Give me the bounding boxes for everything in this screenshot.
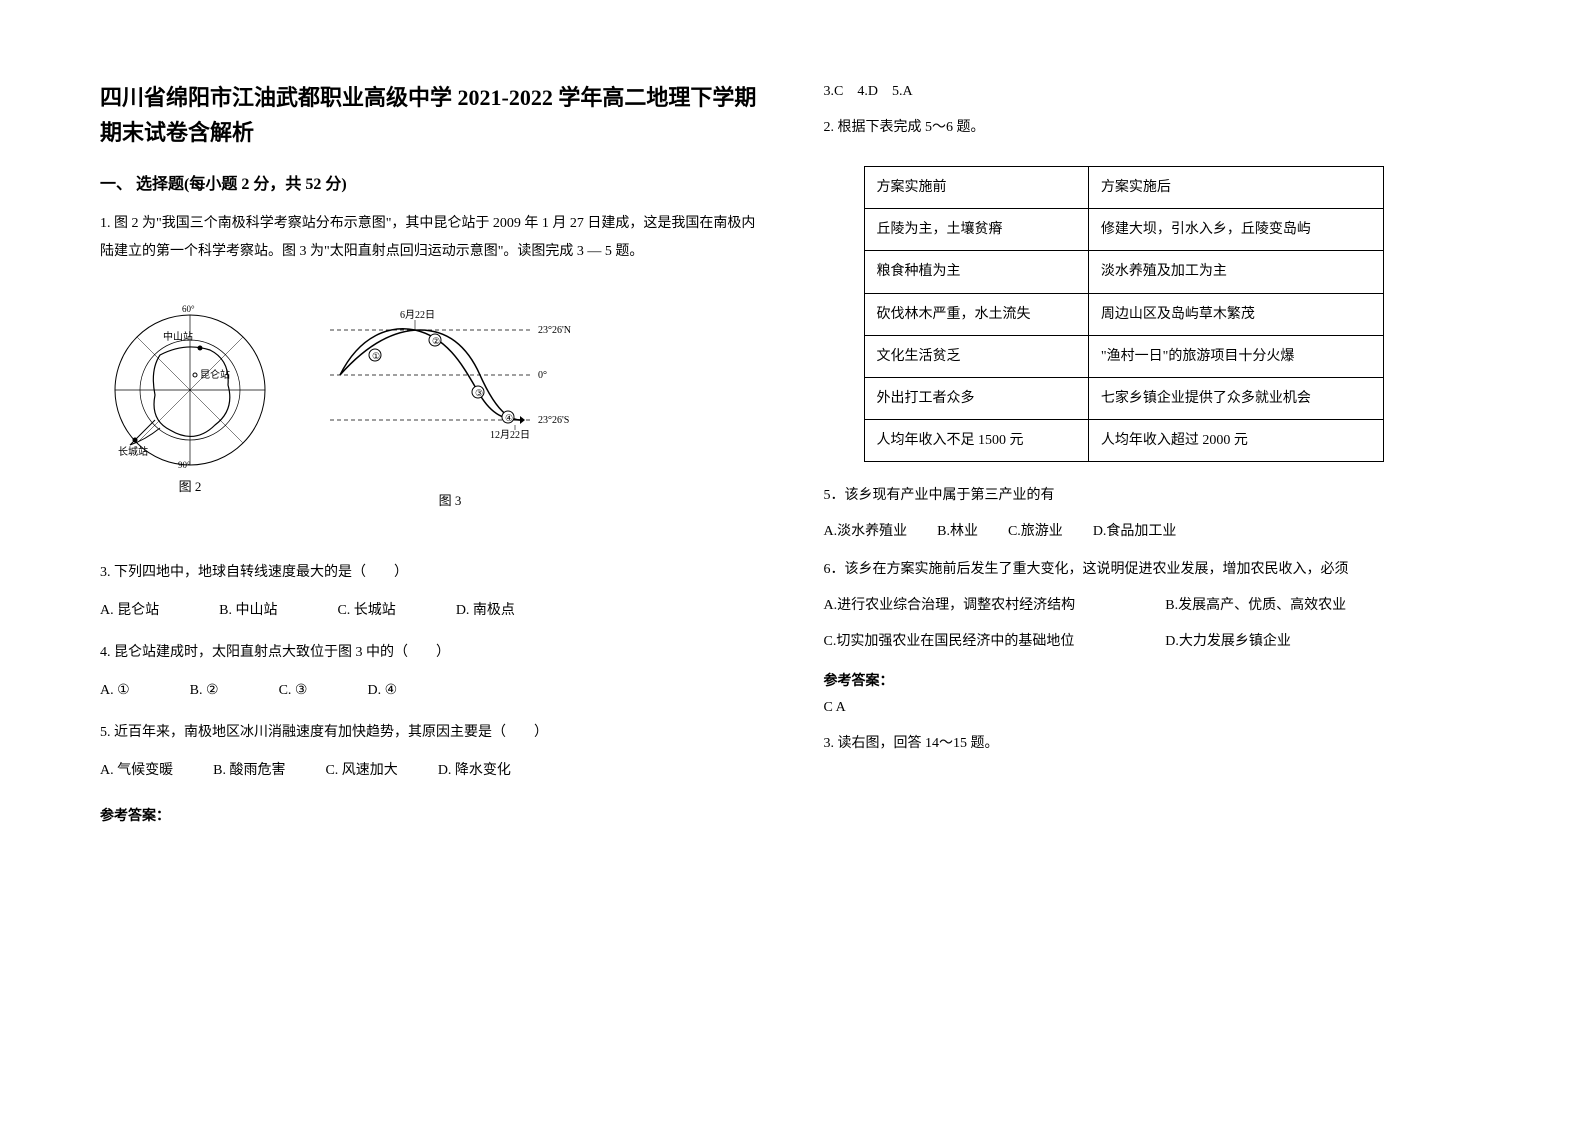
label-2326s: 23°26'S <box>538 415 569 426</box>
cell-before: 外出打工者众多 <box>864 377 1088 419</box>
q4-options: A. ① B. ② C. ③ D. ④ <box>100 677 764 705</box>
cell-before: 砍伐林木严重，水土流失 <box>864 293 1088 335</box>
label-p1: ① <box>372 351 380 361</box>
solar-declination-svg: 6月22日 12月22日 23°26'N 0° 23°26'S ① ② ③ ④ <box>320 300 580 450</box>
q3-text: 3. 下列四地中，地球自转线速度最大的是（ ） <box>100 559 764 587</box>
answer-header-right: 参考答案： <box>824 670 1488 690</box>
section-header: 一、 选择题(每小题 2 分，共 52 分) <box>100 170 764 194</box>
table-row: 人均年收入不足 1500 元 人均年收入超过 2000 元 <box>864 420 1383 462</box>
label-60: 60° <box>182 304 195 314</box>
label-90: 90° <box>178 460 191 470</box>
q6-opt-d: D.大力发展乡镇企业 <box>1165 630 1487 650</box>
q5b-opt-c: C.旅游业 <box>1008 520 1063 540</box>
q5-opt-d: D. 降水变化 <box>438 757 511 785</box>
label-dec22: 12月22日 <box>490 429 530 441</box>
q1-intro: 1. 图 2 为"我国三个南极科学考察站分布示意图"，其中昆仑站于 2009 年… <box>100 210 764 266</box>
antarctica-map-svg: 中山站 昆仑站 长城站 60° 90° <box>100 300 280 470</box>
q6-opt-c: C.切实加强农业在国民经济中的基础地位 <box>824 630 1146 650</box>
cell-before: 人均年收入不足 1500 元 <box>864 420 1088 462</box>
cell-before: 丘陵为主，土壤贫瘠 <box>864 209 1088 251</box>
table-row: 粮食种植为主 淡水养殖及加工为主 <box>864 251 1383 293</box>
q6-options: A.进行农业综合治理，调整农村经济结构 B.发展高产、优质、高效农业 C.切实加… <box>824 594 1488 650</box>
q4-opt-d: D. ④ <box>367 677 397 705</box>
answers-345: 3.C 4.D 5.A <box>824 80 1488 100</box>
q5-opt-a: A. 气候变暖 <box>100 757 173 785</box>
cell-after: "渔村一日"的旅游项目十分火爆 <box>1088 335 1383 377</box>
q5-opt-c: C. 风速加大 <box>325 757 397 785</box>
q4-text: 4. 昆仑站建成时，太阳直射点大致位于图 3 中的（ ） <box>100 639 764 667</box>
table-row: 砍伐林木严重，水土流失 周边山区及岛屿草木繁茂 <box>864 293 1383 335</box>
q5-options: A. 气候变暖 B. 酸雨危害 C. 风速加大 D. 降水变化 <box>100 757 764 785</box>
label-jun22: 6月22日 <box>400 309 435 321</box>
cell-after: 人均年收入超过 2000 元 <box>1088 420 1383 462</box>
th-after: 方案实施后 <box>1088 167 1383 209</box>
table-row: 丘陵为主，土壤贫瘠 修建大坝，引水入乡，丘陵变岛屿 <box>864 209 1383 251</box>
cell-before: 文化生活贫乏 <box>864 335 1088 377</box>
q5b-opt-a: A.淡水养殖业 <box>824 520 908 540</box>
q6-opt-a: A.进行农业综合治理，调整农村经济结构 <box>824 594 1146 614</box>
label-kunlun: 昆仑站 <box>200 368 230 381</box>
q3-opt-a: A. 昆仑站 <box>100 597 159 625</box>
label-2326n: 23°26'N <box>538 325 571 336</box>
q4-opt-a: A. ① <box>100 677 130 705</box>
left-column: 四川省绵阳市江油武都职业高级中学 2021-2022 学年高二地理下学期期末试卷… <box>100 80 764 1042</box>
q5b-opt-b: B.林业 <box>937 520 978 540</box>
q3-opt-c: C. 长城站 <box>337 597 395 625</box>
q3-opt-b: B. 中山站 <box>219 597 277 625</box>
cell-after: 修建大坝，引水入乡，丘陵变岛屿 <box>1088 209 1383 251</box>
figure-2: 中山站 昆仑站 长城站 60° 90° 图 2 <box>100 300 280 495</box>
cell-after: 七家乡镇企业提供了众多就业机会 <box>1088 377 1383 419</box>
q3-opt-d: D. 南极点 <box>456 597 515 625</box>
q5b-opt-d: D.食品加工业 <box>1093 520 1177 540</box>
fig2-caption: 图 2 <box>179 476 202 495</box>
q2-intro: 2. 根据下表完成 5～6 题。 <box>824 114 1488 142</box>
table-row: 文化生活贫乏 "渔村一日"的旅游项目十分火爆 <box>864 335 1383 377</box>
q4-opt-b: B. ② <box>190 677 219 705</box>
q3b-text: 3. 读右图，回答 14～15 题。 <box>824 730 1488 758</box>
q5-opt-b: B. 酸雨危害 <box>213 757 285 785</box>
figure-3: 6月22日 12月22日 23°26'N 0° 23°26'S ① ② ③ ④ … <box>320 300 580 509</box>
figures-row: 中山站 昆仑站 长城站 60° 90° 图 2 6月22日 <box>100 300 764 509</box>
label-0: 0° <box>538 370 547 381</box>
answers-ca: C A <box>824 700 1488 716</box>
label-p3: ③ <box>475 388 483 398</box>
comparison-table: 方案实施前 方案实施后 丘陵为主，土壤贫瘠 修建大坝，引水入乡，丘陵变岛屿 粮食… <box>864 166 1384 462</box>
q5b-options: A.淡水养殖业 B.林业 C.旅游业 D.食品加工业 <box>824 520 1488 540</box>
label-changcheng: 长城站 <box>118 445 148 458</box>
th-before: 方案实施前 <box>864 167 1088 209</box>
q4-opt-c: C. ③ <box>279 677 308 705</box>
q5-text: 5. 近百年来，南极地区冰川消融速度有加快趋势，其原因主要是（ ） <box>100 719 764 747</box>
cell-before: 粮食种植为主 <box>864 251 1088 293</box>
cell-after: 淡水养殖及加工为主 <box>1088 251 1383 293</box>
q6-opt-b: B.发展高产、优质、高效农业 <box>1165 594 1487 614</box>
right-column: 3.C 4.D 5.A 2. 根据下表完成 5～6 题。 方案实施前 方案实施后… <box>824 80 1488 1042</box>
label-p4: ④ <box>505 413 513 423</box>
label-zhongshan: 中山站 <box>163 330 193 343</box>
answer-header-left: 参考答案： <box>100 805 764 825</box>
q6-text: 6．该乡在方案实施前后发生了重大变化，这说明促进农业发展，增加农民收入，必须 <box>824 556 1488 584</box>
q5b-text: 5．该乡现有产业中属于第三产业的有 <box>824 482 1488 510</box>
fig3-caption: 图 3 <box>439 490 462 509</box>
table-row: 外出打工者众多 七家乡镇企业提供了众多就业机会 <box>864 377 1383 419</box>
exam-title: 四川省绵阳市江油武都职业高级中学 2021-2022 学年高二地理下学期期末试卷… <box>100 80 764 150</box>
cell-after: 周边山区及岛屿草木繁茂 <box>1088 293 1383 335</box>
q3-options: A. 昆仑站 B. 中山站 C. 长城站 D. 南极点 <box>100 597 764 625</box>
table-header-row: 方案实施前 方案实施后 <box>864 167 1383 209</box>
label-p2: ② <box>432 336 440 346</box>
